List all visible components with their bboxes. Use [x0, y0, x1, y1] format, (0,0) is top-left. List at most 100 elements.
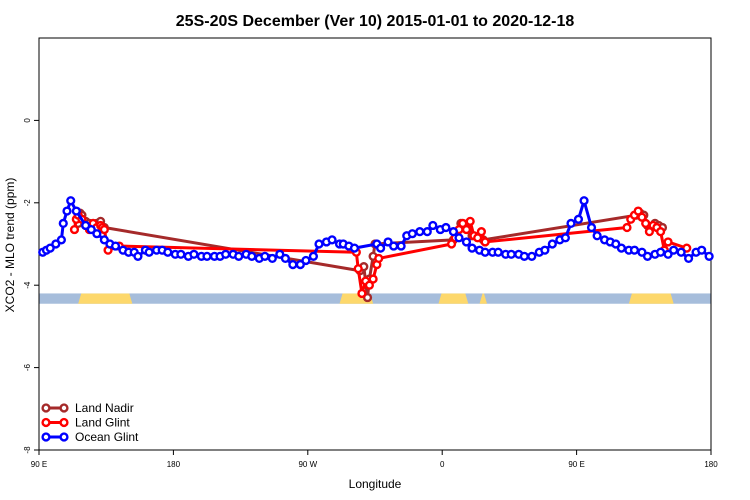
x-tick-label: 90 E	[31, 460, 47, 469]
legend-label: Land Glint	[75, 416, 130, 430]
data-point	[99, 224, 109, 235]
series-ocean-glint	[38, 196, 714, 270]
data-point	[92, 229, 102, 239]
data-point	[448, 227, 459, 237]
x-tick-label: 90 E	[568, 460, 584, 469]
data-point	[441, 222, 451, 233]
data-point	[163, 247, 173, 257]
data-point	[69, 224, 80, 235]
x-tick-label: 180	[167, 460, 181, 469]
legend-marker	[41, 432, 51, 442]
data-point	[308, 251, 319, 261]
data-point	[629, 245, 640, 255]
data-point	[374, 253, 384, 264]
data-point	[446, 239, 457, 249]
legend-marker	[59, 432, 69, 442]
data-point	[655, 227, 666, 237]
data-point	[663, 237, 673, 247]
data-point	[519, 251, 529, 261]
land-mask-segment	[479, 293, 487, 304]
legend-marker	[41, 417, 51, 428]
land-mask-segment	[78, 293, 133, 304]
x-tick-label: 0	[440, 460, 445, 469]
data-point	[592, 231, 602, 241]
y-tick-label: -2	[23, 199, 32, 207]
data-point	[280, 253, 291, 264]
legend-marker	[59, 417, 69, 428]
data-point	[389, 241, 399, 251]
data-point	[566, 218, 576, 229]
data-point	[422, 227, 432, 237]
data-point	[480, 247, 490, 257]
data-point	[62, 206, 72, 216]
data-point	[144, 247, 154, 257]
data-point	[476, 227, 487, 237]
y-tick-label: -8	[23, 446, 32, 454]
data-point	[368, 274, 378, 284]
land-mask-segment	[628, 293, 674, 304]
data-point	[467, 243, 477, 253]
legend-label: Land Nadir	[75, 401, 134, 415]
x-tick-label: 180	[704, 460, 718, 469]
data-point	[586, 222, 597, 233]
x-axis-label: Longitude	[349, 477, 402, 491]
data-point	[560, 233, 571, 243]
data-point	[202, 251, 212, 261]
data-point	[267, 253, 277, 264]
data-point	[66, 196, 76, 206]
data-point	[314, 239, 324, 249]
data-point	[260, 251, 270, 261]
data-point	[579, 196, 589, 206]
data-point	[493, 247, 503, 257]
data-point	[637, 212, 647, 222]
data-point	[676, 247, 686, 257]
data-point	[633, 206, 643, 216]
data-point	[669, 245, 679, 255]
data-point	[176, 249, 186, 259]
x-tick-label: 90 W	[298, 460, 317, 469]
data-point	[189, 249, 199, 259]
y-axis-label: XCO2 - MLO trend (ppm)	[3, 178, 17, 313]
data-point	[349, 243, 360, 253]
data-point	[396, 241, 406, 251]
data-point	[540, 245, 550, 255]
data-point	[407, 229, 417, 239]
data-point	[357, 288, 367, 299]
chart-title: 25S-20S December (Ver 10) 2015-01-01 to …	[176, 13, 575, 30]
data-point	[301, 255, 311, 266]
data-point	[642, 251, 653, 261]
data-point	[547, 239, 557, 249]
data-point	[704, 251, 714, 261]
data-point	[234, 251, 244, 261]
data-point	[527, 251, 537, 261]
data-point	[573, 214, 584, 224]
y-tick-label: -4	[23, 281, 32, 289]
data-point	[616, 243, 627, 253]
data-point	[221, 249, 231, 259]
data-point	[461, 224, 472, 235]
plot-frame	[38, 37, 712, 451]
data-point	[622, 222, 632, 233]
series-layer	[38, 196, 714, 303]
legend-marker	[59, 403, 69, 413]
y-tick-label: 0	[23, 118, 32, 123]
legend-marker	[41, 403, 51, 413]
data-point	[133, 251, 143, 261]
data-point	[247, 251, 257, 261]
data-point	[428, 220, 438, 231]
data-point	[415, 227, 425, 237]
data-point	[288, 260, 298, 270]
data-point	[655, 247, 666, 257]
data-point	[56, 235, 67, 245]
data-point	[506, 249, 516, 259]
land-mask-segment	[438, 293, 469, 304]
legend-label: Ocean Glint	[75, 430, 139, 444]
plot-area	[38, 37, 712, 451]
data-point	[353, 264, 363, 274]
data-point	[697, 245, 707, 255]
data-point	[461, 237, 472, 247]
data-point	[327, 235, 337, 245]
data-point	[473, 233, 483, 243]
